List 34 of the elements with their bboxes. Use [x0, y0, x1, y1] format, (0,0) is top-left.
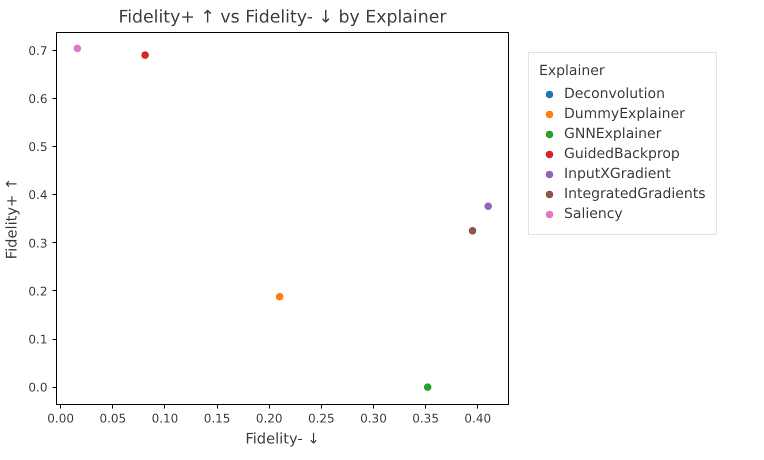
- y-tick-label: 0.2: [28, 284, 48, 298]
- legend-title: Explainer: [539, 63, 606, 79]
- x-tick-label: 0.15: [204, 412, 230, 426]
- legend-label: DummyExplainer: [564, 106, 685, 122]
- legend-label: Deconvolution: [564, 86, 665, 102]
- y-tick-label: 0.1: [28, 332, 48, 347]
- y-tick-label: 0.3: [28, 236, 48, 250]
- point: [484, 202, 492, 210]
- y-tick-label: 0.0: [28, 380, 48, 395]
- y-tick-label: 0.5: [28, 140, 48, 154]
- point: [423, 382, 432, 392]
- legend-label: GNNExplainer: [564, 126, 662, 142]
- x-tick-label: 0.30: [360, 412, 387, 426]
- y-tick-label: 0.4: [28, 188, 48, 202]
- legend-label: Saliency: [564, 206, 623, 222]
- x-tick-label: 0.40: [464, 412, 492, 426]
- x-tick-label: 0.20: [256, 412, 283, 426]
- x-tick-label: 0.25: [308, 412, 335, 426]
- y-tick-label: 0.6: [28, 92, 48, 106]
- legend-label: IntegratedGradients: [564, 186, 706, 202]
- y-tick-label: 0.7: [28, 44, 48, 58]
- y-axis-title: Fidelity+ ↑: [3, 178, 20, 260]
- point: [73, 44, 82, 53]
- x-tick-label: 0.00: [47, 412, 74, 426]
- x-tick-label: 0.35: [412, 412, 439, 426]
- legend-label: InputXGradient: [564, 166, 671, 182]
- legend-label: GuidedBackprop: [564, 146, 680, 162]
- x-tick-label: 0.10: [152, 412, 178, 426]
- x-tick-label: 0.05: [99, 412, 126, 426]
- point: [275, 292, 284, 301]
- point: [140, 50, 150, 60]
- x-axis-title: Fidelity- ↓: [245, 430, 320, 448]
- chart-title: Fidelity+ ↑ vs Fidelity- ↓ by Explainer: [118, 8, 448, 28]
- point: [468, 226, 477, 236]
